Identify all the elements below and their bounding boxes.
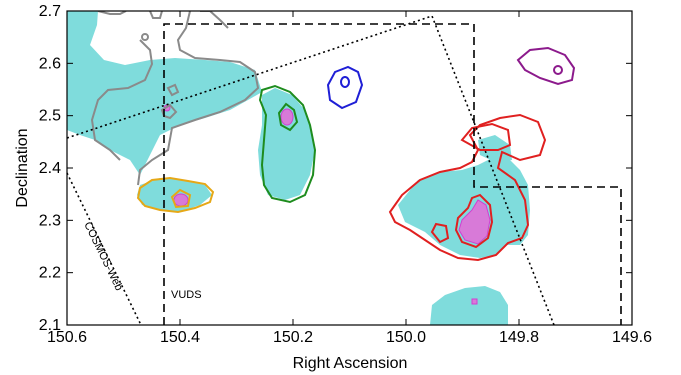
contour-red: [388, 113, 547, 262]
x-axis: 150.6 150.4 150.2 150.0 149.8 149.6: [47, 11, 652, 346]
cosmos-web-annotation: COSMOS-Web: [81, 220, 125, 293]
x-tick-label: 149.8: [499, 329, 539, 346]
y-tick-label: 2.3: [39, 212, 61, 229]
contour-green: [258, 84, 317, 204]
x-tick-label: 150.2: [273, 329, 313, 346]
contour-blue: [326, 65, 364, 110]
density-peaks: [163, 104, 491, 305]
x-tick-label: 150.0: [386, 329, 426, 346]
x-tick-label: 149.6: [612, 329, 652, 346]
contours: [90, 11, 576, 262]
contour-gray: [90, 11, 260, 186]
y-axis: 2.1 2.2 2.3 2.4 2.5 2.6 2.7: [39, 3, 632, 334]
x-tick-label: 150.6: [47, 329, 87, 346]
y-axis-label: Declination: [14, 128, 31, 207]
y-tick-label: 2.6: [39, 55, 61, 72]
y-tick-label: 2.4: [39, 160, 61, 177]
y-tick-label: 2.2: [39, 265, 61, 282]
contour-purple: [516, 46, 576, 86]
y-tick-label: 2.1: [39, 317, 61, 334]
vuds-annotation: VUDS: [171, 289, 202, 301]
y-tick-label: 2.5: [39, 108, 61, 125]
cosmos-web-field-outline: [66, 15, 555, 326]
y-tick-label: 2.7: [39, 3, 61, 20]
contour-orange: [136, 176, 215, 214]
x-axis-label: Right Ascension: [293, 355, 408, 372]
x-tick-label: 150.4: [160, 329, 200, 346]
vuds-field-outline: [163, 23, 622, 325]
